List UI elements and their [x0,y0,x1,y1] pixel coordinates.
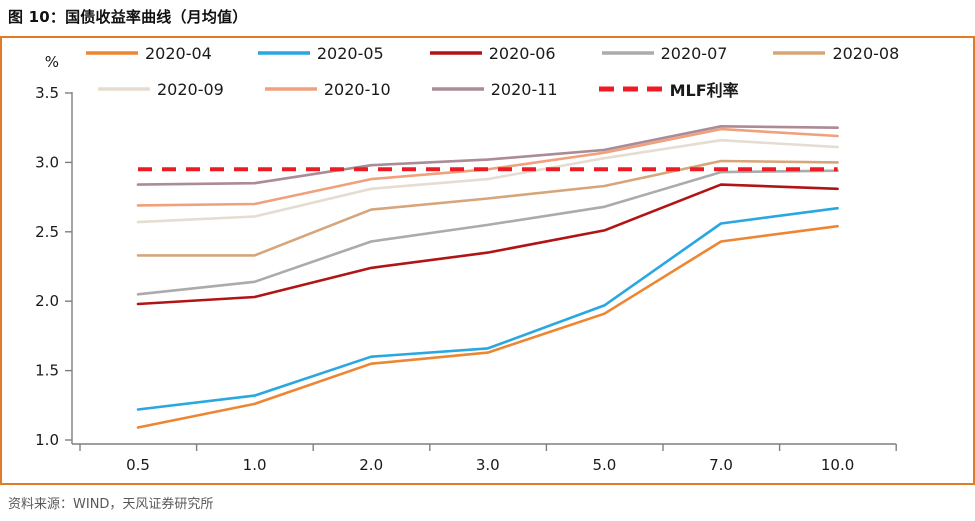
source-note: 资料来源：WIND，天风证券研究所 [8,497,214,512]
x-tick-label: 1.0 [243,456,267,474]
x-tick-label: 5.0 [592,456,616,474]
legend-label: 2020-11 [490,79,558,99]
series-line-2020-04 [136,224,839,429]
legend-swatch-icon [773,51,826,55]
legend-row-2: 2020-09 2020-10 2020-11 MLF利率 [98,78,739,100]
legend-label: 2020-07 [660,43,728,63]
legend-label: 2020-06 [488,43,556,63]
legend-swatch-icon [257,51,310,55]
series-line-2020-09 [136,138,839,224]
y-tick-label: 2.0 [35,292,59,310]
y-tick-label: 2.5 [35,223,59,241]
legend-label: 2020-05 [316,43,384,63]
legend-label: 2020-04 [145,43,212,63]
chart-frame: 3.5 3.0 2.5 2.0 1.5 1.0% 0.5 1.0 2.0 3.0 5.0 7.0 10.… [0,36,975,485]
y-axis-unit-label: % [45,53,59,71]
legend-label: 2020-09 [157,79,224,99]
legend-swatch-icon [264,87,317,91]
legend-item-2020-04: 2020-04 [86,44,212,63]
legend-item-2020-09: 2020-09 [98,80,224,99]
legend-swatch-icon [598,86,663,92]
legend-item-2020-11: 2020-11 [431,79,558,99]
x-tick-label: 10.0 [821,456,854,474]
legend-item-2020-10: 2020-10 [264,79,391,99]
legend-row-1: 2020-04 2020-05 2020-06 2020-07 2020-08 [86,42,899,64]
series-line-2020-11 [136,125,839,186]
yield-curve-chart: 3.5 3.0 2.5 2.0 1.5 1.0% 0.5 1.0 2.0 3.0 5.0 7.0 10.… [35,53,897,474]
legend-label: 2020-10 [323,79,391,99]
x-tick-label: 2.0 [359,456,383,474]
figure-title: 图 10：国债收益率曲线（月均值） [8,8,248,26]
legend-swatch-icon [86,51,138,55]
legend-swatch-icon [98,87,150,91]
x-tick-label: 7.0 [709,456,733,474]
legend-swatch-icon [429,51,482,55]
y-tick-label: 3.5 [35,84,59,102]
series-line-2020-06 [136,183,839,306]
y-tick-label: 1.0 [35,431,59,449]
y-tick-label: 1.5 [35,362,59,380]
y-tick-label: 3.0 [35,153,59,171]
series-line-2020-07 [136,169,839,296]
legend-item-2020-05: 2020-05 [257,43,384,63]
legend-swatch-icon [431,87,484,91]
x-tick-label: 0.5 [126,456,150,474]
series-line-2020-08 [136,159,839,257]
legend-item-2020-07: 2020-07 [601,43,728,63]
series-line-2020-05 [136,206,839,411]
legend-label: 2020-08 [832,43,900,63]
legend-item-2020-08: 2020-08 [773,44,899,63]
legend-item-2020-06: 2020-06 [429,43,556,63]
legend-label: MLF利率 [669,81,739,100]
legend-swatch-icon [601,51,654,55]
legend-item-MLF利率: MLF利率 [598,77,739,101]
x-tick-label: 3.0 [476,456,500,474]
